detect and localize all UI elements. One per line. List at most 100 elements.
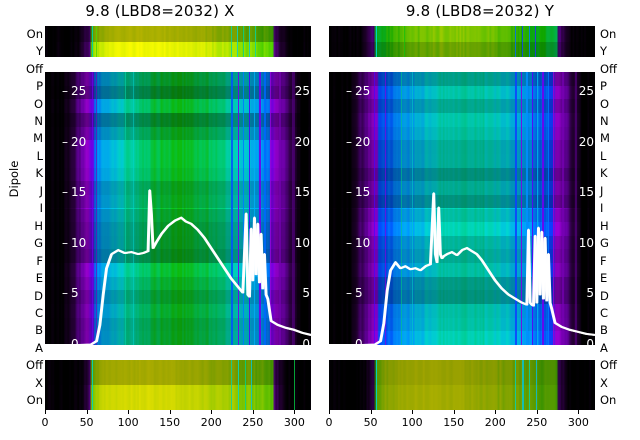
category-label-off-2: Off	[600, 61, 617, 76]
category-label-on-21: On	[26, 393, 43, 408]
category-label-o-4: O	[600, 96, 610, 111]
x-tick-mark	[128, 410, 130, 414]
category-label-off-19: Off	[26, 358, 43, 373]
category-label-x-20: X	[35, 375, 43, 390]
panel-y-title: 9.8 (LBD8=2032) Y	[405, 2, 555, 20]
panel-x-title: 9.8 (LBD8=2032) X	[85, 2, 235, 20]
heatmap-top-band-y	[329, 26, 595, 57]
category-label-h-11: H	[34, 218, 43, 233]
category-label-o-4: O	[33, 96, 43, 111]
y-tick-label: –0	[346, 337, 363, 351]
x-tick-mark	[329, 410, 330, 414]
y-tick-label: 15	[578, 185, 594, 200]
y-tick-label: 20	[294, 134, 310, 149]
category-label-g-12: G	[600, 236, 609, 251]
y-tick-label: –15	[346, 185, 371, 200]
y-tick-label: 5	[302, 286, 310, 301]
category-label-b-17: B	[35, 323, 43, 338]
category-label-f-13: F	[36, 253, 43, 268]
category-label-c-16: C	[34, 306, 43, 320]
category-label-l-7: L	[600, 148, 607, 163]
y-tick-label: 20	[578, 134, 594, 149]
x-tick-mark	[252, 410, 254, 414]
x-tick-mark	[169, 410, 171, 414]
y-tick-label: –0	[62, 337, 79, 351]
y-tick-label: –5	[346, 286, 363, 301]
x-tick-mark	[45, 410, 46, 414]
category-label-i-10: I	[600, 201, 604, 216]
category-label-f-13: F	[600, 253, 607, 268]
x-tick-label: 200	[484, 416, 506, 429]
panel-x: 9.8 (LBD8=2032) X	[85, 2, 235, 20]
category-label-on-21: On	[600, 393, 617, 408]
heatmap-bottom-band-y	[329, 360, 595, 410]
category-label-a-18: A	[35, 340, 43, 355]
category-label-k-8: K	[600, 166, 608, 181]
x-tick-mark	[211, 410, 213, 414]
x-tick-label: 0	[41, 416, 49, 429]
x-tick-mark	[453, 410, 455, 414]
category-label-n-5: N	[600, 114, 609, 128]
y-tick-label: –25	[62, 84, 87, 99]
y-tick-label: 25	[578, 84, 594, 99]
category-label-k-8: K	[35, 166, 43, 181]
x-tick-label: 100	[117, 416, 139, 429]
category-label-on-0: On	[600, 26, 617, 41]
category-label-off-19: Off	[600, 358, 617, 373]
y-tick-label: 10	[294, 235, 310, 250]
y-tick-label: 10	[578, 235, 594, 250]
y-tick-label: 15	[294, 185, 310, 200]
category-label-p-3: P	[36, 79, 43, 94]
category-label-j-9: J	[600, 183, 604, 198]
x-tick-label: 100	[401, 416, 423, 429]
y-tick-label: 5	[586, 286, 594, 301]
x-tick-mark	[495, 410, 497, 414]
heatmap-top-band-x	[45, 26, 311, 57]
left-category-axis: On Y Off P O N M L K J I H G F E D C B A Off X On	[3, 26, 45, 410]
category-label-m-6: M	[600, 131, 610, 146]
x-tick-label: 150	[443, 416, 465, 429]
category-label-on-0: On	[26, 26, 43, 41]
trace-line-y	[329, 192, 595, 345]
y-tick-label: 25	[294, 84, 310, 99]
y-tick-label: –20	[62, 134, 87, 149]
category-label-e-14: E	[600, 271, 608, 286]
y-tick-label: –25	[346, 84, 371, 99]
category-label-y-1: Y	[600, 44, 608, 59]
y-tick-label: 0	[586, 337, 594, 351]
category-label-c-16: C	[600, 306, 609, 320]
x-tick-label: 300	[567, 416, 589, 429]
category-label-j-9: J	[39, 183, 43, 198]
y-tick-label: –10	[346, 235, 371, 250]
x-tick-label: 0	[325, 416, 333, 429]
y-tick-label: –10	[62, 235, 87, 250]
x-tick-label: 50	[363, 416, 378, 429]
category-label-i-10: I	[39, 201, 43, 216]
y-tick-label: –15	[62, 185, 87, 200]
y-tick-label: –5	[62, 286, 79, 301]
category-label-g-12: G	[34, 236, 43, 251]
y-tick-label: –20	[346, 134, 371, 149]
category-label-x-20: X	[600, 375, 608, 390]
heatmap-main-band-y	[329, 72, 595, 345]
x-tick-mark	[370, 410, 372, 414]
x-tick-label: 300	[283, 416, 305, 429]
right-category-axis: On Y Off P O N M L K J I H G F E D C B A Off X On	[598, 26, 640, 410]
category-label-e-14: E	[35, 271, 43, 286]
category-label-a-18: A	[600, 340, 608, 355]
x-axis: 0 50 100 150 200 250 300 0 50 100 150 200 250 300	[0, 410, 640, 440]
x-tick-mark	[412, 410, 414, 414]
category-label-d-15: D	[600, 288, 609, 303]
x-tick-mark	[294, 410, 296, 414]
category-label-h-11: H	[600, 218, 609, 233]
trace-line-x	[45, 189, 311, 345]
panel-y: 9.8 (LBD8=2032) Y	[320, 0, 640, 440]
category-label-l-7: L	[36, 148, 43, 163]
category-label-d-15: D	[34, 288, 43, 303]
x-tick-label: 250	[242, 416, 264, 429]
heatmap-main-band-x	[45, 72, 311, 345]
y-tick-label: 0	[302, 337, 310, 351]
category-label-m-6: M	[33, 131, 43, 146]
category-label-y-1: Y	[35, 44, 43, 59]
